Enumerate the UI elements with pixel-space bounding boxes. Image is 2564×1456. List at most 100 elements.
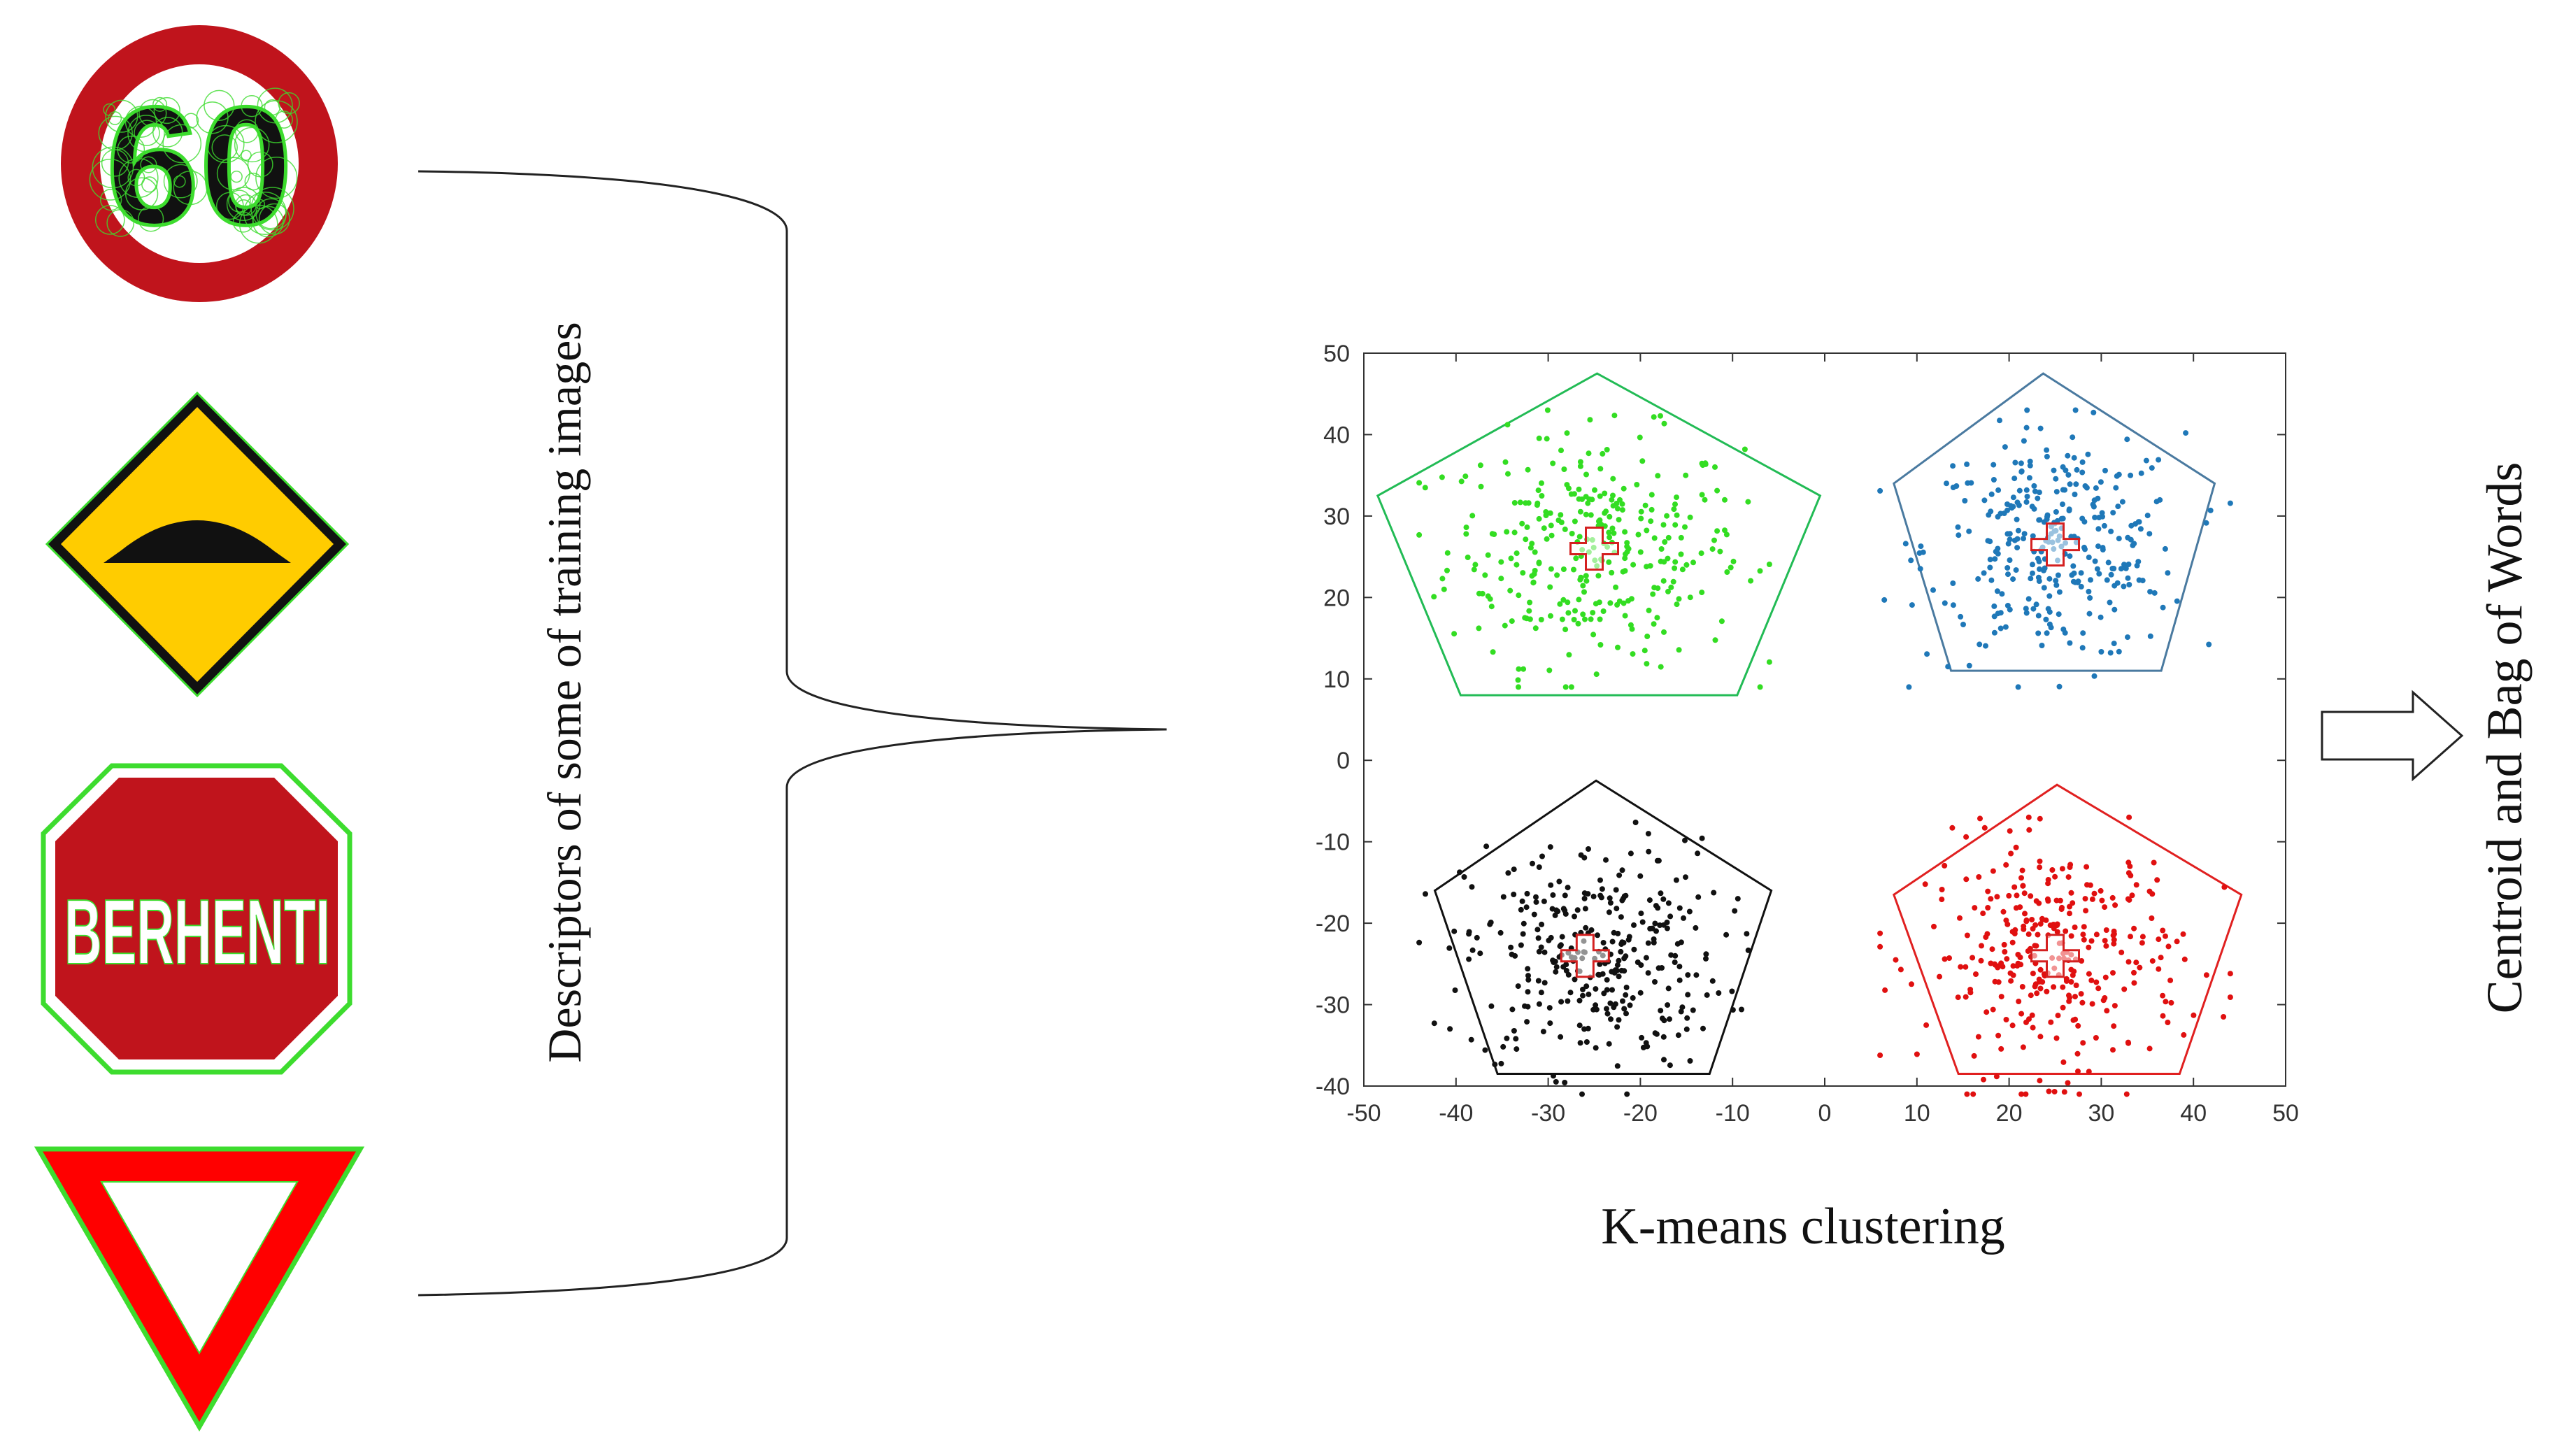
data-point: [1571, 617, 1577, 622]
data-point: [1623, 985, 1630, 990]
data-point: [2123, 565, 2129, 571]
data-point: [2023, 918, 2030, 925]
data-point: [1576, 597, 1582, 603]
data-point: [1623, 992, 1629, 998]
data-point: [2139, 940, 2145, 946]
data-point: [1609, 525, 1616, 531]
data-point: [1676, 647, 1682, 653]
data-point: [2004, 565, 2011, 571]
data-point: [2114, 580, 2121, 586]
right-arrow-icon: [2321, 690, 2464, 782]
feature-keypoint: [152, 97, 168, 112]
data-point: [1599, 886, 1605, 892]
data-point: [1991, 603, 1997, 609]
data-point: [1485, 593, 1491, 599]
data-point: [2037, 1078, 2043, 1084]
data-point: [1536, 559, 1542, 566]
data-point: [1970, 955, 1976, 961]
left-vertical-label: Descriptors of some of training images: [538, 322, 591, 1062]
data-point: [1917, 566, 1923, 572]
data-point: [1614, 1063, 1621, 1069]
data-point: [1676, 596, 1682, 602]
feature-keypoint: [138, 99, 167, 128]
data-point: [1574, 907, 1581, 913]
data-point: [2044, 988, 2050, 994]
data-point: [2003, 862, 2009, 868]
data-point: [1992, 961, 1997, 967]
data-point: [1992, 556, 1998, 562]
data-point: [1655, 965, 1662, 971]
data-point: [1672, 952, 1679, 959]
data-point: [1939, 887, 1945, 892]
data-point: [1923, 1022, 1930, 1028]
data-point: [2071, 570, 2077, 576]
data-point: [1553, 964, 1560, 970]
feature-keypoint: [98, 115, 133, 150]
data-point: [1502, 459, 1509, 465]
data-point: [1525, 966, 1531, 972]
data-point: [2086, 588, 2092, 594]
data-point: [1477, 462, 1483, 469]
data-point: [1630, 995, 1636, 1001]
data-point: [1558, 999, 1565, 1005]
data-point: [2125, 959, 2132, 965]
data-point: [2103, 927, 2109, 933]
data-point: [2053, 1035, 2060, 1041]
data-point: [2071, 969, 2077, 975]
data-point: [1586, 846, 1591, 852]
data-point: [1621, 485, 1627, 492]
data-point: [2042, 565, 2048, 571]
data-point: [2008, 503, 2014, 509]
data-point: [1615, 930, 1621, 936]
data-point: [1562, 684, 1569, 690]
data-point: [2138, 470, 2144, 476]
data-point: [2015, 684, 2021, 690]
data-point: [2089, 896, 2095, 902]
data-point: [2036, 976, 2042, 983]
data-point: [2046, 593, 2053, 599]
data-point: [2111, 941, 2117, 947]
data-point: [1648, 506, 1655, 513]
data-point: [2001, 941, 2007, 948]
data-point: [1639, 919, 1646, 925]
speed-limit-sign: 60: [61, 25, 338, 302]
data-point: [2016, 502, 2022, 508]
data-point: [1585, 1025, 1591, 1032]
data-point: [2079, 469, 2086, 476]
data-point: [1634, 482, 1640, 487]
data-point: [2137, 526, 2144, 532]
data-point: [1616, 973, 1622, 980]
x-tick-label: 20: [1996, 1100, 2023, 1127]
data-point: [2011, 537, 2018, 543]
data-point: [2125, 1039, 2131, 1045]
data-point: [1877, 1052, 1883, 1058]
data-point: [2128, 522, 2135, 529]
data-point: [1609, 569, 1615, 576]
data-point: [1714, 487, 1721, 494]
data-point: [2025, 931, 2032, 937]
data-point: [2029, 504, 2035, 510]
data-point: [1536, 864, 1542, 870]
data-point: [1665, 900, 1672, 906]
data-point: [2085, 451, 2091, 457]
feature-keypoint: [163, 164, 198, 199]
data-point: [1560, 597, 1567, 603]
data-point: [1989, 946, 1995, 952]
data-point: [2143, 457, 2149, 464]
data-point: [1566, 652, 1572, 658]
data-point: [1646, 848, 1652, 855]
data-point: [2010, 494, 2016, 501]
data-point: [1535, 487, 1541, 494]
data-point: [1732, 908, 1738, 914]
data-point: [1610, 492, 1616, 499]
data-point: [1562, 526, 1568, 532]
data-point: [2037, 985, 2044, 992]
data-point: [2079, 459, 2086, 465]
data-point: [1554, 572, 1560, 578]
data-point: [2079, 958, 2085, 964]
data-point: [1711, 537, 1717, 543]
data-point: [2080, 932, 2086, 938]
data-point: [2131, 969, 2137, 976]
data-point: [1988, 896, 1994, 902]
y-axis-ticks: 50 40 30 20 10 0 -10 -20 -30 -40: [1316, 341, 2286, 1100]
